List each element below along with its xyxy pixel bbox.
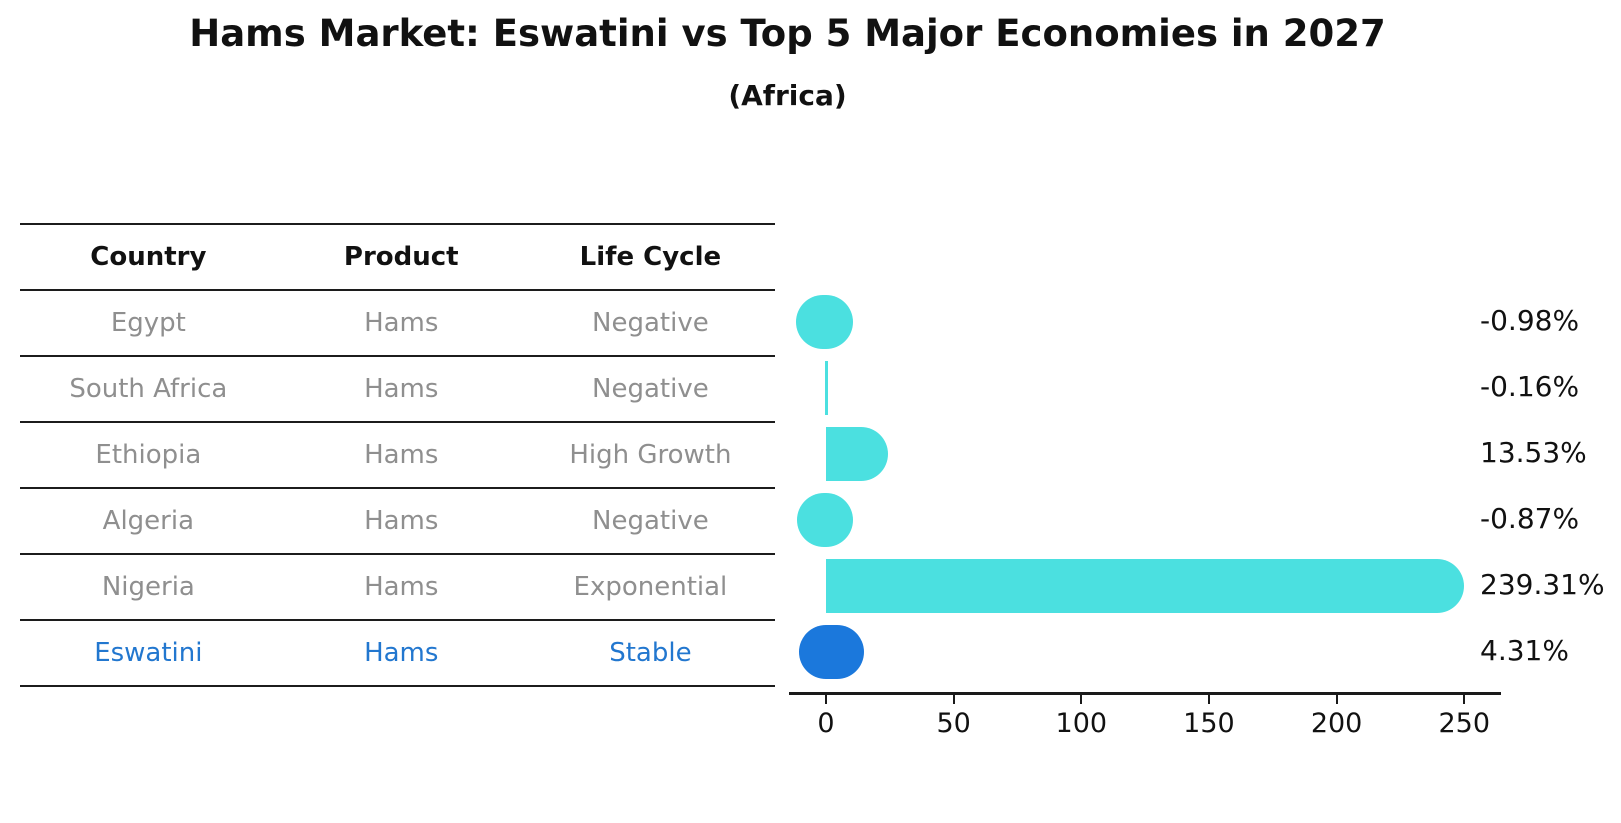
x-tick-mark-100	[1080, 695, 1083, 704]
bar-algeria	[796, 493, 853, 547]
table-row-south-africa-cell-1: Hams	[364, 374, 439, 404]
value-label-ethiopia: 13.53%	[1480, 436, 1587, 469]
table-row-ethiopia: Ethiopia Hams High Growth	[20, 423, 775, 489]
table-row-eswatini-cell-2: Stable	[609, 638, 692, 668]
bar-egypt	[796, 295, 853, 349]
chart-subtitle: (Africa)	[728, 79, 847, 112]
x-tick-label-250: 250	[1438, 708, 1491, 739]
bar-nigeria	[826, 559, 1464, 613]
table-row-south-africa: South Africa Hams Negative	[20, 357, 775, 423]
table-row-eswatini-cell-0: Eswatini	[94, 638, 203, 668]
bar-south-africa	[824, 361, 828, 415]
x-tick-mark-50	[952, 695, 955, 704]
x-tick-label-200: 200	[1310, 708, 1363, 739]
value-label-eswatini: 4.31%	[1480, 634, 1569, 667]
table-row-ethiopia-cell-1: Hams	[364, 440, 439, 470]
table-row-ethiopia-cell-0: Ethiopia	[95, 440, 202, 470]
x-axis-line	[789, 692, 1501, 695]
table-row-eswatini: Eswatini Hams Stable	[20, 621, 775, 687]
table-row-egypt-cell-1: Hams	[364, 308, 439, 338]
x-tick-label-100: 100	[1055, 708, 1108, 739]
x-tick-mark-0	[825, 695, 827, 704]
bar-eswatini	[799, 625, 864, 679]
table-row-egypt: Egypt Hams Negative	[20, 291, 775, 357]
x-tick-mark-250	[1463, 695, 1466, 704]
table-row-nigeria-cell-1: Hams	[364, 572, 439, 602]
table-row-eswatini-cell-1: Hams	[364, 638, 439, 668]
x-tick-label-0: 0	[817, 708, 835, 739]
table-row-algeria-cell-0: Algeria	[102, 506, 195, 536]
table-row-south-africa-cell-0: South Africa	[69, 374, 228, 404]
x-tick-label-150: 150	[1183, 708, 1235, 739]
table-header-row-cell-1: Product	[343, 242, 459, 272]
table-row-nigeria-cell-0: Nigeria	[101, 572, 195, 602]
country-table: Country Product Life Cycle Egypt Hams Negativ…	[20, 223, 775, 687]
table-row-nigeria-cell-2: Exponential	[573, 572, 728, 602]
value-label-egypt: -0.98%	[1480, 304, 1580, 337]
value-label-south-africa: -0.16%	[1480, 370, 1580, 403]
table-row-egypt-cell-0: Egypt	[110, 308, 186, 338]
x-tick-mark-200	[1335, 695, 1338, 704]
value-label-nigeria: 239.31%	[1480, 568, 1605, 601]
table-row-egypt-cell-2: Negative	[592, 308, 709, 338]
table-header-row-cell-2: Life Cycle	[579, 242, 722, 272]
table-row-algeria: Algeria Hams Negative	[20, 489, 775, 555]
x-tick-label-50: 50	[936, 708, 971, 739]
table-row-south-africa-cell-2: Negative	[592, 374, 709, 404]
table-row-nigeria: Nigeria Hams Exponential	[20, 555, 775, 621]
table-row-ethiopia-cell-2: High Growth	[569, 440, 732, 470]
x-tick-mark-150	[1207, 695, 1210, 704]
table-header-row-cell-0: Country	[90, 242, 207, 272]
value-label-algeria: -0.87%	[1480, 502, 1580, 535]
table-row-algeria-cell-1: Hams	[364, 506, 439, 536]
bar-ethiopia	[826, 427, 888, 481]
table-header-row: Country Product Life Cycle	[20, 225, 775, 291]
table-row-algeria-cell-2: Negative	[592, 506, 709, 536]
chart-title: Hams Market: Eswatini vs Top 5 Major Eco…	[189, 12, 1386, 55]
